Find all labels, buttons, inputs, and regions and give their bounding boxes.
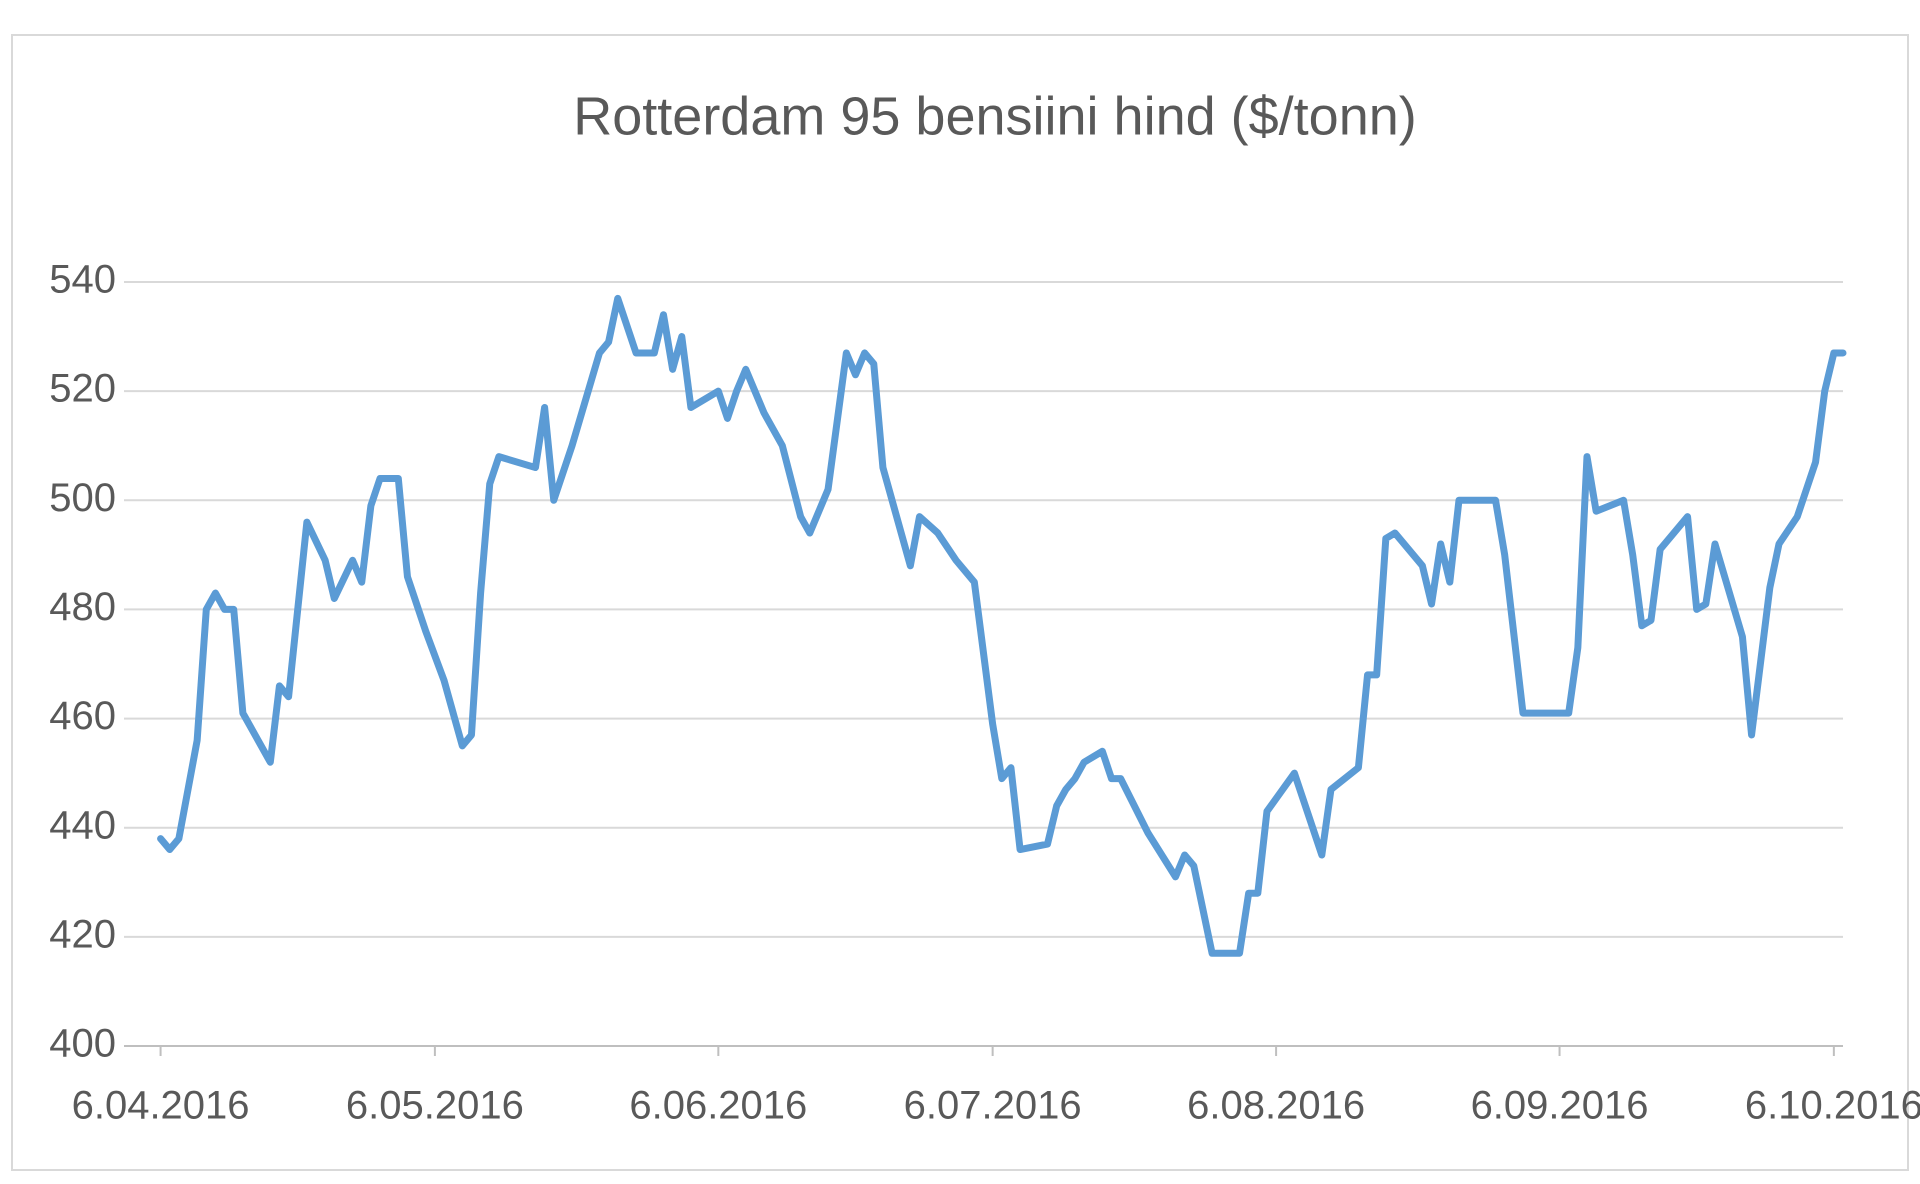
y-tick-label: 480 bbox=[49, 585, 116, 629]
y-tick-label: 540 bbox=[49, 258, 116, 302]
x-tick-label: 6.09.2016 bbox=[1471, 1084, 1649, 1128]
x-tick-label: 6.08.2016 bbox=[1187, 1084, 1365, 1128]
y-tick-label: 420 bbox=[49, 912, 116, 956]
x-tick-label: 6.10.2016 bbox=[1745, 1084, 1920, 1128]
y-tick-label: 440 bbox=[49, 803, 116, 847]
x-tick-label: 6.06.2016 bbox=[629, 1084, 807, 1128]
chart-title: Rotterdam 95 bensiini hind ($/tonn) bbox=[573, 86, 1417, 146]
x-tick-label: 6.07.2016 bbox=[904, 1084, 1082, 1128]
data-line bbox=[157, 294, 1847, 957]
y-tick-label: 520 bbox=[49, 367, 116, 411]
x-tick-label: 6.04.2016 bbox=[72, 1084, 250, 1128]
x-tick-label: 6.05.2016 bbox=[346, 1084, 524, 1128]
y-tick-label: 500 bbox=[49, 476, 116, 520]
y-tick-label: 460 bbox=[49, 694, 116, 738]
y-tick-label: 400 bbox=[49, 1022, 116, 1066]
chart-border bbox=[11, 34, 1909, 1171]
